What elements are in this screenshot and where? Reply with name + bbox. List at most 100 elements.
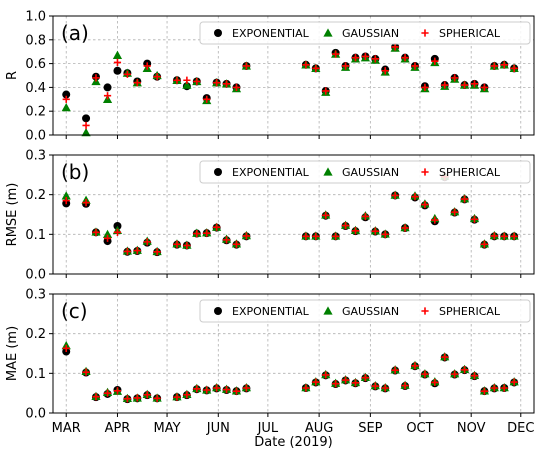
legend-marker-exponential — [214, 307, 222, 315]
data-point — [62, 90, 71, 99]
legend-label-spherical: SPHERICAL — [439, 27, 501, 40]
data-point — [183, 76, 191, 84]
series-spherical — [62, 43, 518, 130]
data-point — [133, 246, 141, 255]
data-point — [460, 81, 469, 89]
data-point — [123, 395, 131, 403]
data-point — [153, 73, 161, 81]
legend-marker-exponential — [214, 29, 222, 37]
panel-label: (a) — [61, 21, 89, 45]
data-point — [411, 362, 419, 370]
data-point — [173, 393, 181, 401]
data-point — [332, 380, 340, 388]
data-point — [460, 366, 469, 374]
series-gaussian — [61, 340, 519, 403]
data-point — [490, 62, 498, 70]
data-point — [173, 76, 181, 84]
legend-label-exponential: EXPONENTIAL — [232, 166, 310, 179]
y-tick-label: 1.0 — [25, 10, 46, 25]
data-point — [401, 382, 409, 390]
data-point — [391, 191, 399, 200]
y-tick-label: 0.3 — [25, 288, 46, 303]
y-axis-label: MAE (m) — [5, 326, 20, 381]
data-point — [480, 387, 489, 395]
data-point — [302, 61, 310, 69]
data-point — [92, 74, 100, 82]
data-point — [213, 223, 221, 231]
legend-label-spherical: SPHERICAL — [439, 166, 501, 179]
data-point — [341, 222, 350, 230]
legend-marker-spherical — [421, 307, 429, 315]
data-point — [441, 353, 449, 361]
legend-marker-gaussian — [323, 167, 333, 176]
data-point — [490, 384, 498, 392]
data-point — [322, 87, 330, 95]
data-point — [341, 62, 350, 70]
legend-box — [199, 160, 531, 184]
data-point — [470, 80, 479, 88]
data-point — [480, 83, 489, 91]
data-point — [480, 240, 489, 248]
data-point — [203, 229, 211, 237]
x-tick-label: AUG — [305, 421, 333, 436]
data-point — [411, 62, 419, 70]
data-point — [451, 208, 459, 216]
data-point — [431, 57, 439, 65]
data-point — [411, 193, 419, 201]
data-point — [82, 368, 90, 376]
data-point — [341, 376, 350, 384]
data-point — [143, 238, 151, 246]
data-point — [500, 61, 508, 69]
data-point — [361, 374, 370, 382]
legend-label-exponential: EXPONENTIAL — [232, 27, 310, 40]
data-point — [302, 232, 310, 240]
data-point — [431, 216, 439, 224]
data-point — [61, 191, 71, 200]
legend-label-gaussian: GAUSSIAN — [342, 305, 399, 318]
data-point — [222, 236, 231, 244]
data-point — [510, 64, 518, 72]
data-point — [183, 241, 191, 250]
data-point — [322, 371, 330, 379]
data-point — [351, 227, 360, 235]
data-point — [213, 384, 221, 392]
data-point — [421, 370, 429, 378]
data-point — [143, 391, 151, 399]
legend-marker-spherical — [421, 29, 429, 37]
x-axis-label: Date (2019) — [254, 435, 332, 450]
legend-label-spherical: SPHERICAL — [439, 305, 501, 318]
panel-label: (c) — [61, 299, 88, 323]
data-point — [322, 211, 330, 219]
data-point — [133, 79, 141, 87]
series-spherical — [62, 344, 518, 403]
data-point — [213, 79, 221, 87]
series-exponential — [62, 173, 519, 257]
y-axis-label: R — [5, 71, 20, 80]
data-point — [332, 50, 340, 58]
data-point — [193, 77, 201, 86]
panel-c-mae: 0.0 0.1 0.2 0.3 MAE (m) (c) EXPONENTIAL GAUSSIA… — [5, 288, 535, 436]
series-exponential — [62, 42, 519, 123]
data-point — [391, 366, 399, 374]
data-point — [193, 385, 201, 393]
legend-marker-gaussian — [323, 28, 333, 37]
data-point — [61, 103, 71, 112]
axes-frame — [52, 293, 535, 414]
legend-box — [199, 21, 531, 45]
legend-label-gaussian: GAUSSIAN — [342, 166, 399, 179]
x-tick-label: DEC — [507, 421, 534, 436]
data-point — [82, 121, 90, 130]
data-point — [113, 228, 122, 236]
legend-box — [199, 299, 531, 323]
data-point — [500, 384, 508, 392]
data-point — [371, 55, 379, 63]
data-point — [103, 83, 112, 92]
data-point — [232, 387, 241, 395]
data-point — [332, 232, 340, 240]
data-point — [490, 232, 498, 240]
data-point — [193, 229, 201, 238]
legend-label-exponential: EXPONENTIAL — [232, 305, 310, 318]
data-point — [381, 230, 389, 238]
data-point — [451, 74, 459, 82]
